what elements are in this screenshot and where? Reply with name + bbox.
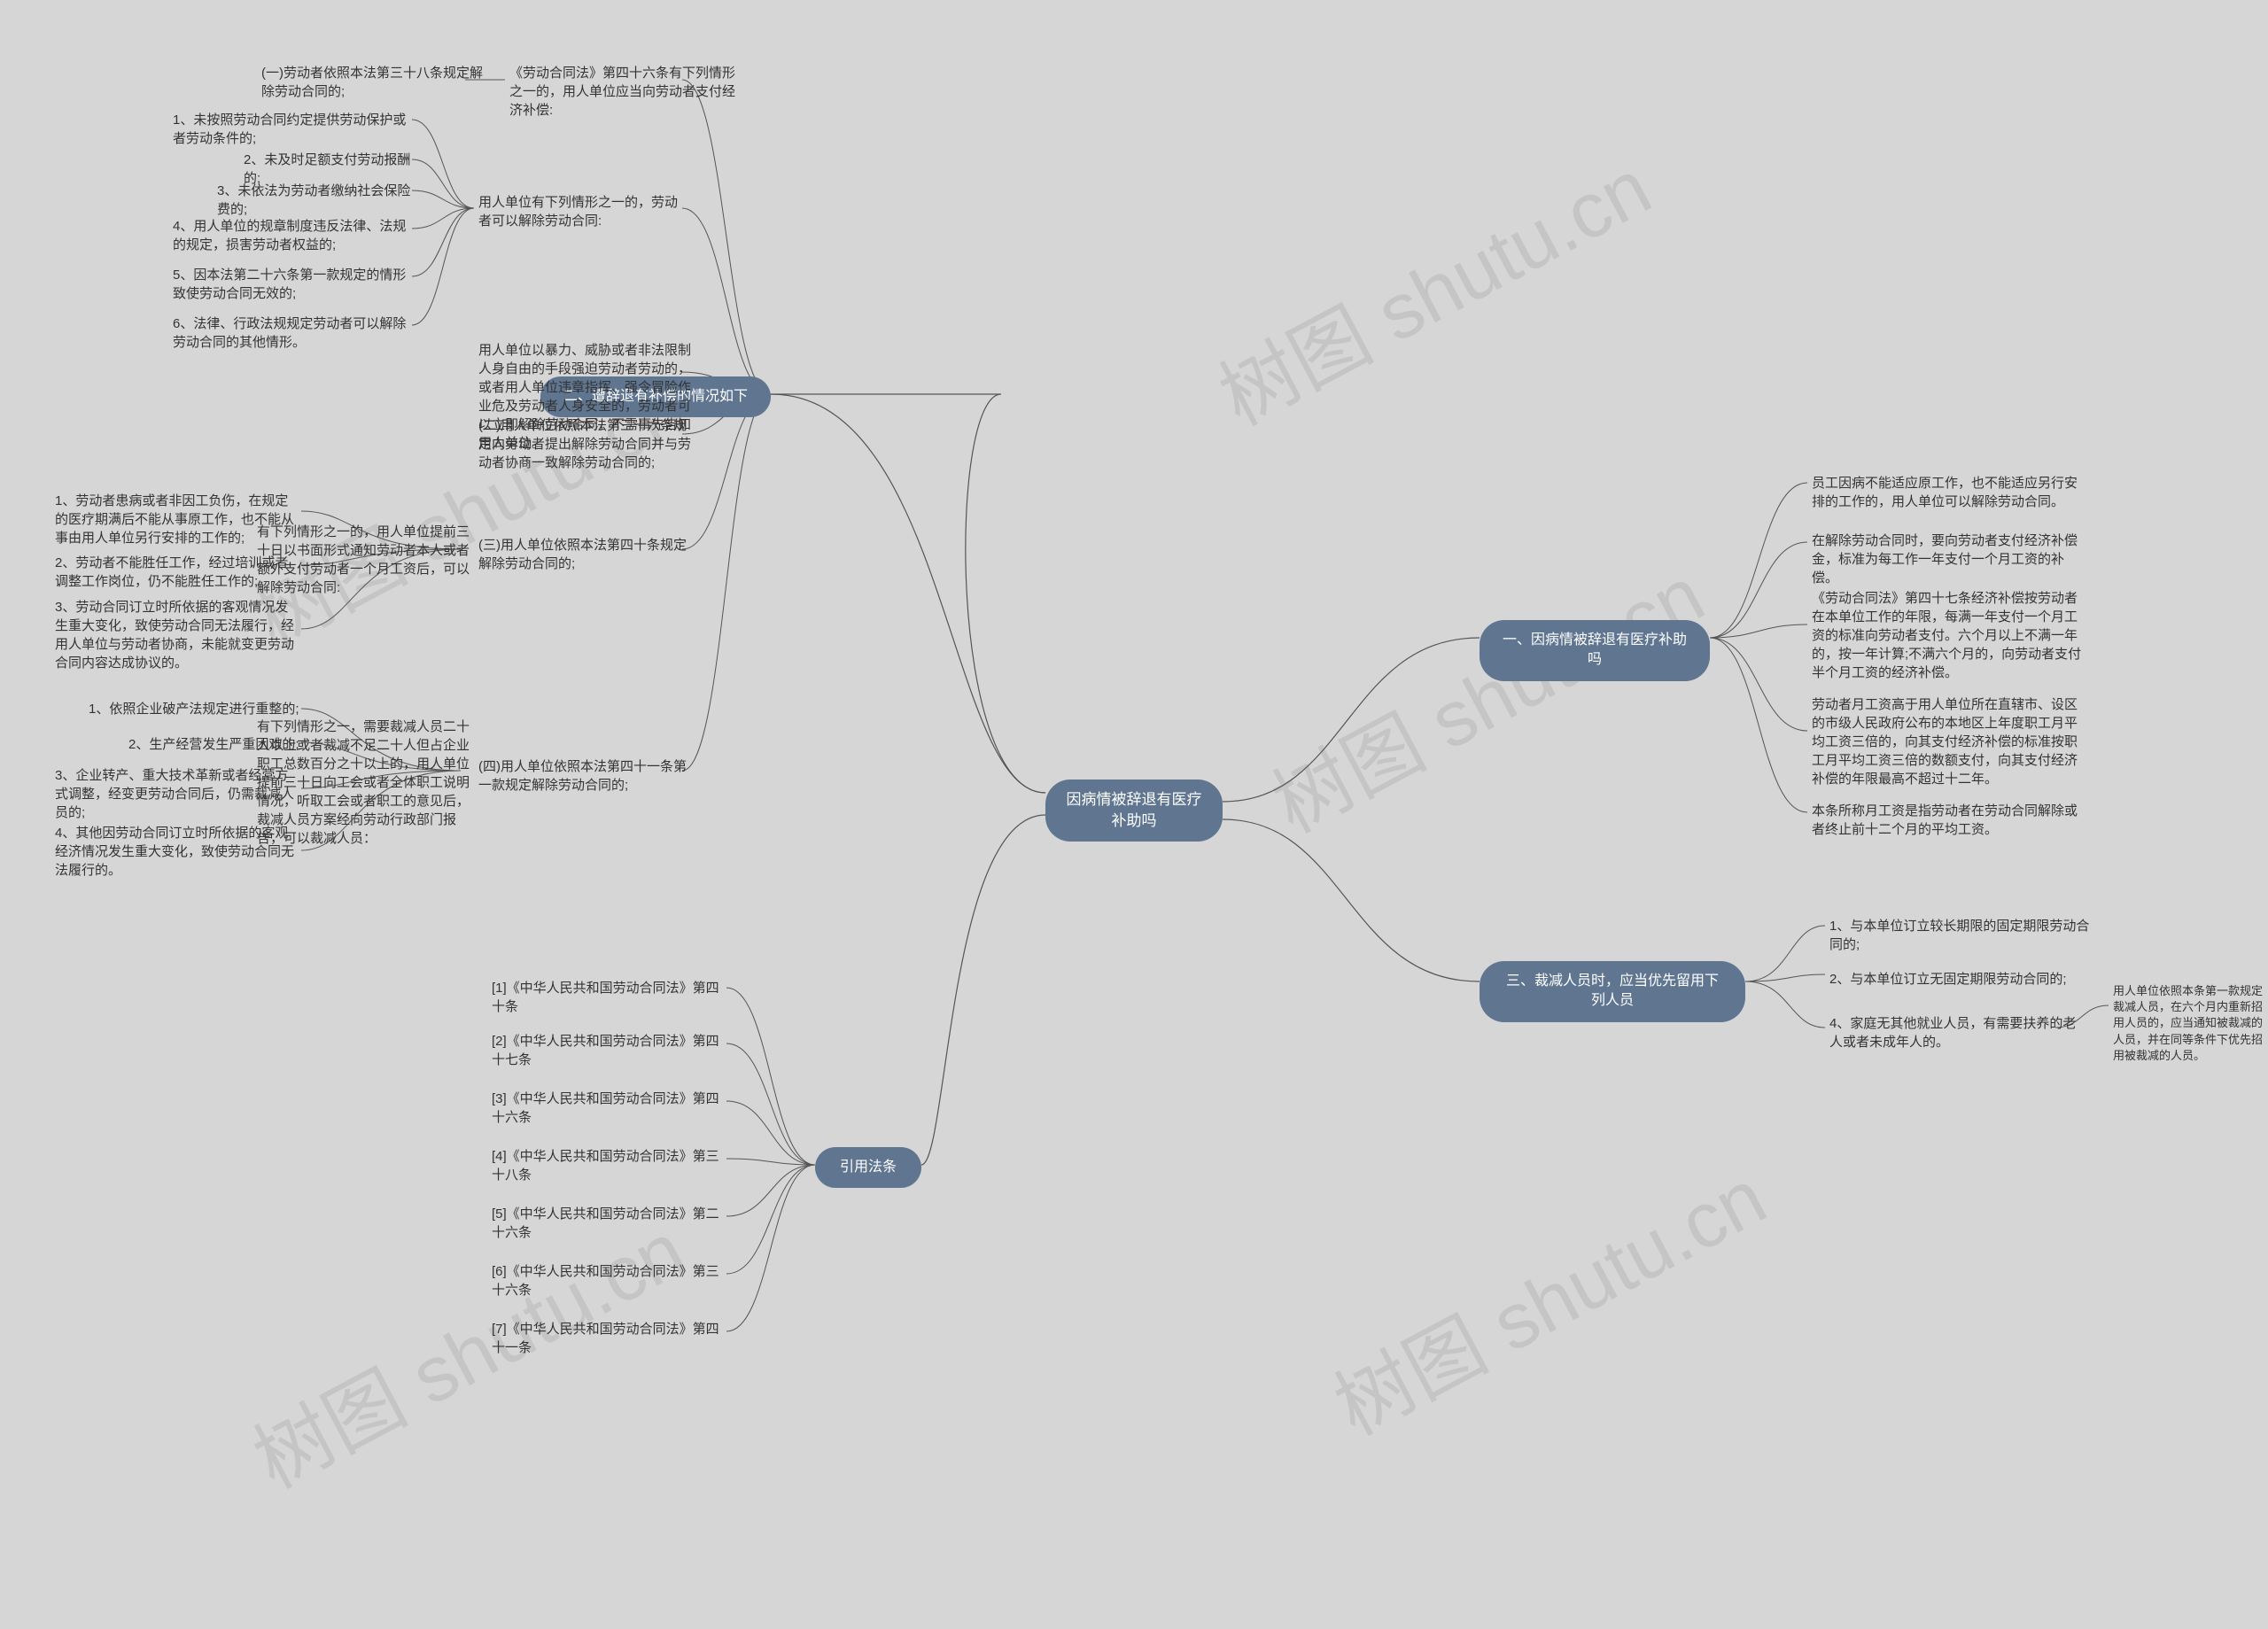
s1-item: 劳动者月工资高于用人单位所在直辖市、设区的市级人民政府公布的本地区上年度职工月平… [1812,695,2086,788]
s2-c-item: 1、劳动者患病或者非因工负伤，在规定的医疗期满后不能从事原工作，也不能从事由用人… [55,492,299,547]
ref-item: [3]《中华人民共和国劳动合同法》第四十六条 [492,1090,726,1127]
s2-a-item: 6、法律、行政法规规定劳动者可以解除劳动合同的其他情形。 [173,314,412,352]
section-ref-title[interactable]: 引用法条 [815,1147,921,1188]
s3-extra: 用人单位依照本条第一款规定裁减人员，在六个月内重新招用人员的，应当通知被裁减的人… [2113,983,2264,1064]
s3-item: 4、家庭无其他就业人员，有需要扶养的老人或者未成年人的。 [1829,1014,2078,1051]
s2-c-item: 2、劳动者不能胜任工作，经过培训或者调整工作岗位，仍不能胜任工作的; [55,554,299,591]
watermark: 树图 shutu.cn [1250,533,1720,854]
ref-item: [4]《中华人民共和国劳动合同法》第三十八条 [492,1147,726,1184]
watermark: 树图 shutu.cn [1197,126,1666,446]
section-1-title[interactable]: 一、因病情被辞退有医疗补助吗 [1480,620,1710,681]
s3-item: 2、与本单位订立无固定期限劳动合同的; [1829,970,2067,989]
mindmap-root[interactable]: 因病情被辞退有医疗补助吗 [1045,780,1223,842]
s2-d-item: 4、其他因劳动合同订立时所依据的客观经济情况发生重大变化，致使劳动合同无法履行的… [55,824,299,880]
s2-a-item: 5、因本法第二十六条第一款规定的情形致使劳动合同无效的; [173,266,412,303]
ref-item: [7]《中华人民共和国劳动合同法》第四十一条 [492,1320,726,1357]
ref-item: [5]《中华人民共和国劳动合同法》第二十六条 [492,1205,726,1242]
s3-item: 1、与本单位订立较长期限的固定期限劳动合同的; [1829,917,2095,954]
s2-a-title: (一)劳动者依照本法第三十八条规定解除劳动合同的; [261,64,492,101]
s1-item: 员工因病不能适应原工作，也不能适应另行安排的工作的，用人单位可以解除劳动合同。 [1812,474,2078,511]
ref-item: [1]《中华人民共和国劳动合同法》第四十条 [492,979,726,1016]
watermark: 树图 shutu.cn [1312,1136,1782,1456]
s2-d-item: 2、生产经营发生严重困难的; [128,735,299,754]
s2-d-item: 1、依照企业破产法规定进行重整的; [89,700,299,718]
ref-item: [2]《中华人民共和国劳动合同法》第四十七条 [492,1032,726,1069]
s2-d-item: 3、企业转产、重大技术革新或者经营方式调整，经变更劳动合同后，仍需裁减人员的; [55,766,299,822]
s2-a-item: 4、用人单位的规章制度违反法律、法规的规定，损害劳动者权益的; [173,217,412,254]
s2-c-item: 3、劳动合同订立时所依据的客观情况发生重大变化，致使劳动合同无法履行，经用人单位… [55,598,299,672]
s2-d-title: (四)用人单位依照本法第四十一条第一款规定解除劳动合同的; [478,757,691,795]
s2-b-title: (二)用人单位依照本法第三十六条规定向劳动者提出解除劳动合同并与劳动者协商一致解… [478,416,691,472]
s2-head: 《劳动合同法》第四十六条有下列情形之一的，用人单位应当向劳动者支付经济补偿: [509,64,740,120]
s1-item: 《劳动合同法》第四十七条经济补偿按劳动者在本单位工作的年限，每满一年支付一个月工… [1812,589,2086,682]
s2-a-item: 1、未按照劳动合同约定提供劳动保护或者劳动条件的; [173,111,412,148]
s2-c-title: (三)用人单位依照本法第四十条规定解除劳动合同的; [478,536,691,573]
s2-a-mid: 用人单位有下列情形之一的，劳动者可以解除劳动合同: [478,193,687,230]
s1-item: 在解除劳动合同时，要向劳动者支付经济补偿金，标准为每工作一年支付一个月工资的补偿… [1812,531,2078,587]
s1-item: 本条所称月工资是指劳动者在劳动合同解除或者终止前十二个月的平均工资。 [1812,802,2078,839]
section-3-title[interactable]: 三、裁减人员时，应当优先留用下列人员 [1480,961,1745,1022]
ref-item: [6]《中华人民共和国劳动合同法》第三十六条 [492,1262,726,1299]
s2-a-item: 3、未依法为劳动者缴纳社会保险费的; [217,182,412,219]
